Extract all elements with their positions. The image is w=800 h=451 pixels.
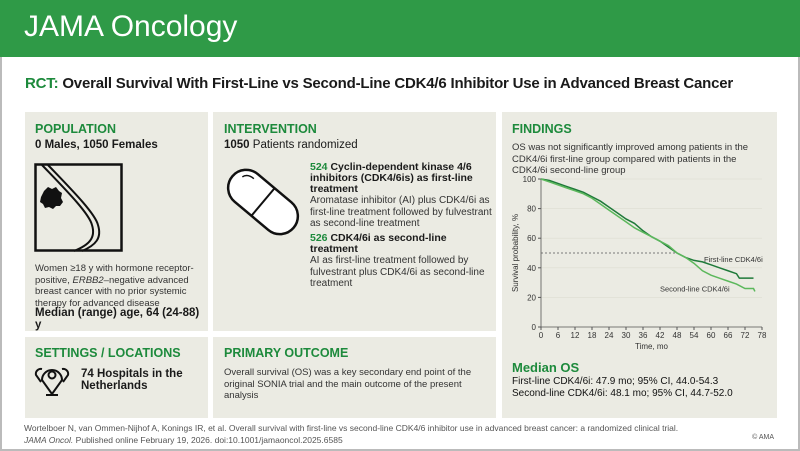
- x-tick-label: 18: [588, 331, 597, 340]
- x-tick-label: 78: [758, 331, 767, 340]
- x-tick-label: 0: [539, 331, 544, 340]
- x-tick-label: 66: [724, 331, 733, 340]
- y-tick-label: 80: [527, 205, 536, 214]
- population-sex: 0 Males, 1050 Females: [35, 139, 158, 151]
- x-tick-label: 24: [605, 331, 614, 340]
- x-tick-label: 54: [690, 331, 699, 340]
- findings-panel: FINDINGS OS was not significantly improv…: [502, 112, 777, 418]
- x-axis-label: Time, mo: [635, 342, 669, 351]
- population-description: Women ≥18 y with hormone receptor-positi…: [35, 263, 194, 309]
- citation: Wortelboer N, van Ommen-Nijhof A, Koning…: [24, 422, 678, 446]
- population-panel: POPULATION 0 Males, 1050 Females Women ≥…: [25, 112, 208, 331]
- arm-first-line: 524 Cyclin-dependent kinase 4/6 inhibito…: [310, 161, 492, 230]
- journal-name: JAMA Oncology: [24, 10, 238, 43]
- median-os-heading: Median OS: [512, 360, 580, 375]
- settings-text: 74 Hospitals in the Netherlands: [81, 368, 183, 392]
- x-tick-label: 60: [707, 331, 716, 340]
- title-text: Overall Survival With First-Line vs Seco…: [62, 75, 734, 92]
- findings-heading: FINDINGS: [512, 122, 572, 136]
- x-tick-label: 48: [673, 331, 682, 340]
- series-label-first-line: First-line CDK4/6i: [704, 255, 763, 264]
- map-pins-icon: [34, 367, 70, 396]
- x-tick-label: 42: [656, 331, 665, 340]
- x-tick-label: 72: [741, 331, 750, 340]
- copyright: © AMA: [752, 434, 774, 441]
- y-tick-label: 60: [527, 234, 536, 243]
- citation-line2: JAMA Oncol. Published online February 19…: [24, 435, 343, 445]
- citation-line1: Wortelboer N, van Ommen-Nijhof A, Koning…: [24, 423, 679, 433]
- x-tick-label: 6: [556, 331, 561, 340]
- y-tick-label: 20: [527, 293, 536, 302]
- outcome-heading: PRIMARY OUTCOME: [224, 346, 349, 360]
- x-tick-label: 36: [639, 331, 648, 340]
- x-tick-label: 12: [571, 331, 580, 340]
- settings-panel: SETTINGS / LOCATIONS 74 Hospitals in the…: [25, 337, 208, 418]
- population-age: Median (range) age, 64 (24-88) y: [35, 307, 200, 331]
- breast-tumor-icon: [34, 163, 123, 252]
- intervention-panel: INTERVENTION 1050 Patients randomized 52…: [213, 112, 496, 331]
- journal-header: JAMA Oncology: [0, 0, 800, 57]
- outcome-text: Overall survival (OS) was a key secondar…: [224, 367, 472, 401]
- arm-second-line: 526 CDK4/6i as second-line treatment AI …: [310, 232, 485, 290]
- pill-capsule-icon: [226, 168, 300, 236]
- series-label-second-line: Second-line CDK4/6i: [660, 284, 730, 293]
- x-tick-label: 30: [622, 331, 631, 340]
- randomized-count: 1050 Patients randomized: [224, 139, 358, 151]
- settings-heading: SETTINGS / LOCATIONS: [35, 346, 181, 360]
- y-tick-label: 0: [532, 323, 537, 332]
- y-tick-label: 40: [527, 264, 536, 273]
- findings-text: OS was not significantly improved among …: [512, 142, 749, 176]
- y-tick-label: 100: [523, 175, 537, 184]
- page-title: RCT: Overall Survival With First-Line vs…: [25, 75, 733, 92]
- median-os-first: First-line CDK4/6i: 47.9 mo; 95% CI, 44.…: [512, 376, 719, 387]
- y-axis-label: Survival probability, %: [511, 214, 520, 292]
- km-curve-second-line: [540, 178, 756, 292]
- median-os-second: Second-line CDK4/6i: 48.1 mo; 95% CI, 44…: [512, 388, 733, 399]
- population-heading: POPULATION: [35, 122, 117, 136]
- outcome-panel: PRIMARY OUTCOME Overall survival (OS) wa…: [213, 337, 496, 418]
- title-prefix: RCT:: [25, 75, 59, 92]
- intervention-heading: INTERVENTION: [224, 122, 317, 136]
